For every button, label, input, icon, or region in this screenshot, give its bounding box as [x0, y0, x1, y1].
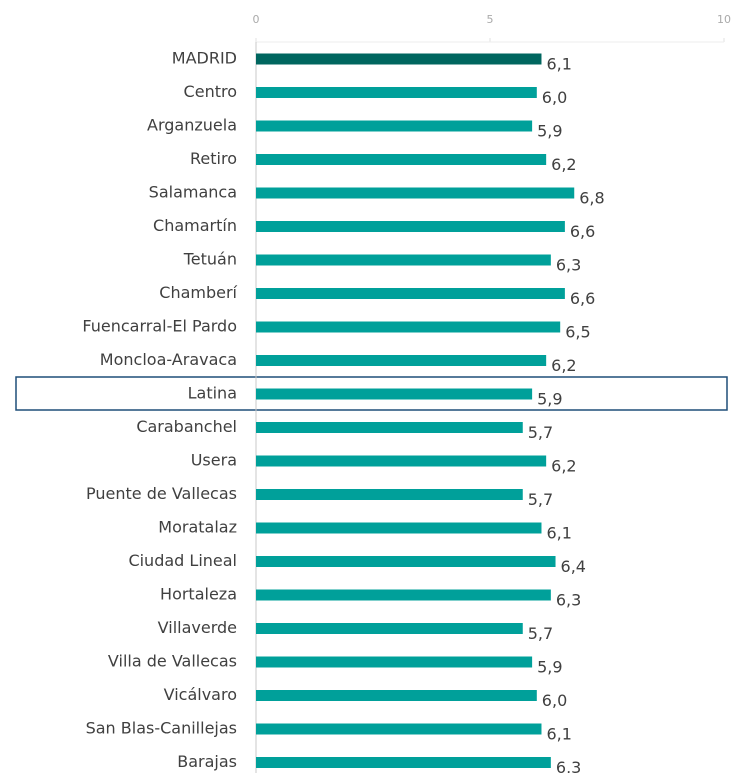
bar	[256, 154, 547, 165]
category-label: San Blas-Canillejas	[86, 719, 237, 738]
bar	[256, 288, 565, 299]
bar	[256, 120, 533, 132]
category-label: Fuencarral-El Pardo	[82, 317, 237, 336]
value-label: 6,1	[546, 55, 571, 74]
category-label: Hortaleza	[160, 585, 237, 604]
value-label: 6,5	[565, 323, 590, 342]
value-label: 6,1	[546, 725, 571, 744]
value-label: 6,3	[556, 256, 581, 275]
value-label: 6,2	[551, 155, 576, 174]
value-label: 6,8	[579, 189, 604, 208]
bar	[256, 221, 565, 232]
value-label: 6,0	[542, 88, 567, 107]
value-label: 5,7	[528, 490, 553, 509]
bar	[256, 690, 537, 701]
category-label: Usera	[191, 451, 237, 470]
category-label: Centro	[184, 82, 237, 101]
value-label: 5,7	[528, 624, 553, 643]
bar	[256, 455, 547, 467]
category-label: Barajas	[177, 752, 237, 771]
value-label: 6,0	[542, 691, 567, 710]
category-label: Vicálvaro	[164, 685, 237, 704]
bar	[256, 321, 561, 333]
bar	[256, 87, 537, 98]
category-label: Puente de Vallecas	[86, 484, 237, 503]
category-label: Arganzuela	[147, 116, 237, 135]
bar	[256, 422, 523, 433]
bar	[256, 723, 542, 735]
category-label: Moncloa-Aravaca	[100, 350, 237, 369]
bar	[256, 254, 551, 266]
x-tick-label: 10	[717, 13, 731, 26]
bar	[256, 589, 551, 601]
value-label: 6,4	[561, 557, 586, 576]
value-label: 6,6	[570, 289, 595, 308]
bar	[256, 388, 533, 400]
category-label: Carabanchel	[136, 417, 237, 436]
category-label: Tetuán	[183, 250, 237, 269]
category-label: Moratalaz	[158, 518, 237, 537]
bar	[256, 53, 542, 65]
value-label: 6,3	[556, 591, 581, 610]
value-label: 5,7	[528, 423, 553, 442]
bar	[256, 556, 556, 567]
bar	[256, 355, 547, 366]
category-label: Retiro	[190, 149, 237, 168]
category-label: MADRID	[172, 49, 237, 68]
highlight-box	[15, 376, 728, 411]
category-label: Salamanca	[149, 183, 237, 202]
bar	[256, 656, 533, 668]
category-label: Chamberí	[159, 283, 237, 302]
x-tick-label: 0	[253, 13, 260, 26]
value-label: 6,1	[546, 524, 571, 543]
value-label: 5,9	[537, 122, 562, 141]
value-label: 6,6	[570, 222, 595, 241]
value-label: 6,3	[556, 758, 581, 773]
bar	[256, 489, 523, 500]
category-label: Latina	[188, 384, 237, 403]
bar	[256, 522, 542, 534]
value-label: 5,9	[537, 390, 562, 409]
category-label: Villa de Vallecas	[108, 652, 237, 671]
bar	[256, 187, 575, 199]
category-label: Ciudad Lineal	[128, 551, 237, 570]
category-label: Villaverde	[158, 618, 237, 637]
value-label: 5,9	[537, 658, 562, 677]
value-label: 6,2	[551, 457, 576, 476]
value-label: 6,2	[551, 356, 576, 375]
x-tick-label: 5	[487, 13, 494, 26]
category-label: Chamartín	[153, 216, 237, 235]
bar	[256, 757, 551, 768]
bar	[256, 623, 523, 634]
